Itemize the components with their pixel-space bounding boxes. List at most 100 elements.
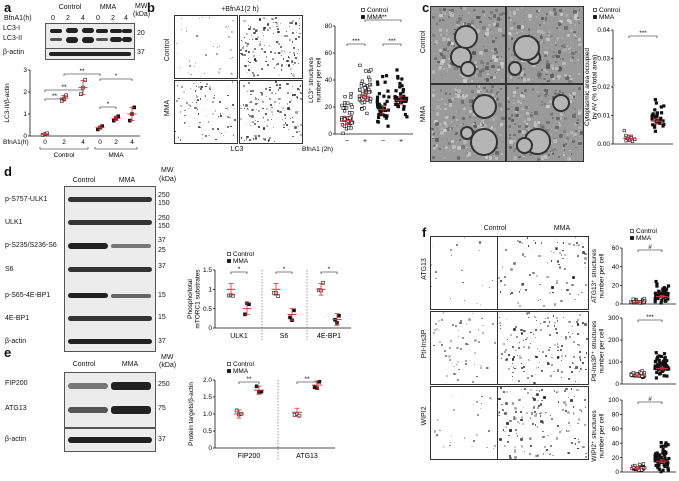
texture-dot: [293, 64, 295, 66]
texture-dot: [551, 152, 555, 155]
texture-dot: [540, 77, 542, 79]
texture-dot: [585, 352, 588, 354]
texture-dot: [199, 121, 201, 123]
texture-dot: [436, 98, 439, 102]
texture-dot: [546, 156, 549, 160]
texture-dot: [471, 380, 474, 383]
texture-dot: [466, 146, 468, 148]
texture-dot: [436, 328, 439, 331]
texture-dot: [184, 109, 186, 112]
texture-dot: [199, 17, 201, 19]
a-ytick-label-2: 2: [23, 89, 27, 96]
texture-dot: [547, 94, 549, 96]
texture-dot: [548, 348, 551, 351]
texture-dot: [269, 98, 272, 101]
texture-dot: [552, 139, 557, 143]
texture-dot: [466, 152, 468, 154]
texture-dot: [435, 433, 438, 436]
texture-dot: [511, 345, 514, 348]
texture-dot: [581, 242, 583, 244]
texture-dot: [556, 150, 558, 152]
texture-dot: [524, 289, 527, 292]
f2-sig: [637, 401, 663, 404]
texture-dot: [489, 89, 494, 93]
texture-dot: [488, 155, 493, 160]
texture-dot: [565, 339, 567, 341]
texture-dot: [488, 429, 491, 432]
texture-dot: [558, 123, 562, 127]
autophagic-vacuole-shape: [471, 93, 498, 120]
texture-dot: [443, 156, 446, 159]
texture-dot: [579, 122, 582, 125]
texture-dot: [521, 21, 524, 23]
b-series-0-point-40: [347, 126, 351, 130]
c-series-1-point-19: [653, 98, 657, 102]
texture-dot: [277, 89, 280, 91]
texture-dot: [431, 93, 435, 97]
texture-dot: [269, 51, 272, 54]
b-series-1-point-12: [358, 63, 362, 67]
texture-dot: [543, 77, 546, 80]
texture-dot: [504, 402, 508, 406]
texture-dot: [536, 347, 538, 349]
b-series-1-point-42: [365, 111, 369, 116]
texture-dot: [499, 324, 502, 326]
texture-dot: [540, 97, 542, 99]
texture-dot: [491, 85, 495, 89]
b-image-control-minus: [174, 15, 238, 79]
texture-dot: [246, 32, 249, 35]
d-sig-0: [230, 271, 248, 274]
texture-dot: [514, 148, 516, 151]
texture-dot: [263, 51, 266, 54]
texture-dot: [455, 92, 458, 96]
texture-dot: [247, 68, 251, 72]
texture-dot: [462, 281, 464, 283]
texture-dot: [493, 22, 497, 26]
texture-dot: [490, 29, 492, 31]
texture-dot: [513, 156, 517, 160]
texture-dot: [483, 89, 485, 91]
texture-dot: [268, 137, 271, 140]
texture-dot: [540, 33, 542, 35]
texture-dot: [246, 90, 248, 92]
texture-dot: [468, 318, 471, 321]
f2-series-1-point-48: [655, 451, 659, 455]
texture-dot: [459, 322, 462, 325]
e-mw-1: 75: [158, 405, 166, 412]
texture-dot: [539, 40, 543, 44]
texture-dot: [277, 30, 280, 34]
texture-dot: [290, 118, 292, 119]
texture-dot: [266, 23, 270, 26]
texture-dot: [509, 293, 512, 295]
texture-dot: [179, 139, 181, 141]
b-series-2-point-26: [383, 80, 387, 84]
texture-dot: [471, 79, 474, 83]
texture-dot: [446, 49, 449, 51]
texture-dot: [219, 112, 222, 115]
texture-dot: [442, 446, 445, 449]
texture-dot: [538, 361, 540, 363]
texture-dot: [528, 273, 531, 276]
texture-dot: [535, 242, 537, 244]
texture-dot: [531, 422, 535, 426]
texture-dot: [248, 27, 251, 31]
texture-dot: [540, 329, 543, 332]
texture-dot: [208, 17, 210, 19]
texture-dot: [568, 20, 570, 23]
texture-dot: [240, 105, 242, 107]
texture-dot: [551, 286, 554, 289]
d-point-2-1-2: [337, 313, 341, 318]
d-band-4: p-S65-4E-BP1: [5, 292, 51, 299]
texture-dot: [205, 83, 208, 86]
texture-dot: [568, 20, 573, 24]
texture-dot: [567, 19, 569, 21]
texture-dot: [218, 46, 220, 48]
texture-dot: [549, 112, 554, 116]
c-series-1-point-26: [652, 124, 657, 128]
texture-dot: [481, 10, 485, 13]
texture-dot: [542, 421, 545, 424]
texture-dot: [496, 97, 500, 102]
texture-dot: [261, 32, 264, 34]
texture-dot: [577, 130, 580, 133]
texture-dot: [299, 27, 301, 29]
